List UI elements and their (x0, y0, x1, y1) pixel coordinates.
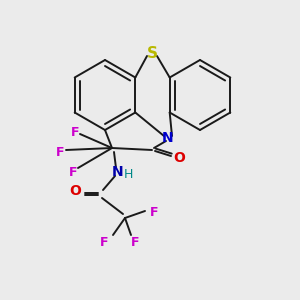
Text: H: H (123, 167, 133, 181)
Text: N: N (112, 165, 124, 179)
Text: F: F (71, 125, 79, 139)
Text: O: O (173, 151, 185, 165)
Text: O: O (69, 184, 81, 198)
Text: F: F (100, 236, 108, 250)
Text: S: S (146, 46, 158, 61)
Text: F: F (131, 236, 139, 250)
Text: F: F (69, 166, 77, 178)
Text: F: F (150, 206, 158, 218)
Text: F: F (56, 146, 64, 158)
Text: N: N (162, 131, 174, 145)
